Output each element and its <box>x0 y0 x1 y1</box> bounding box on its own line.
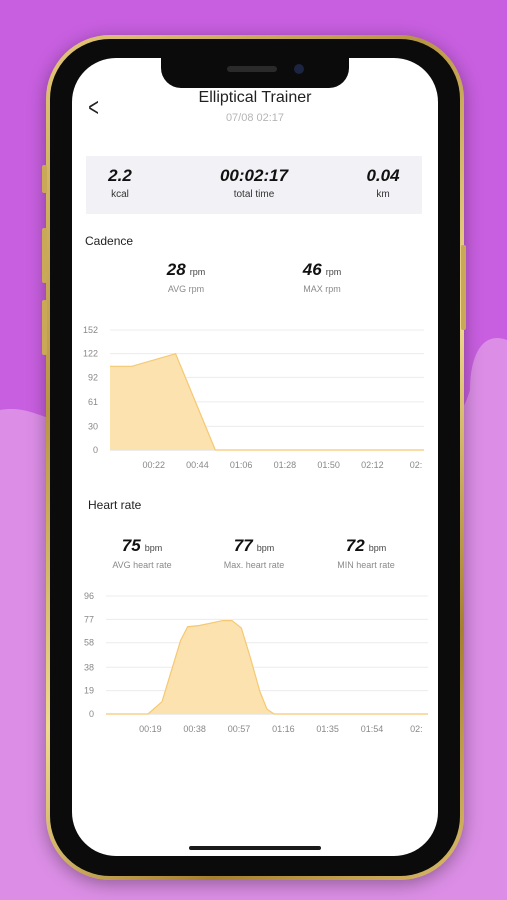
side-button <box>42 165 47 193</box>
cadence-avg-unit: rpm <box>189 267 206 277</box>
x-tick-label: 01:54 <box>361 724 384 734</box>
x-tick-label: 00:57 <box>228 724 251 734</box>
y-tick-label: 0 <box>89 709 94 719</box>
speaker <box>227 66 277 72</box>
page-title: Elliptical Trainer <box>198 89 312 106</box>
calories-value: 2.2 <box>108 166 132 185</box>
home-indicator[interactable] <box>189 846 321 850</box>
y-tick-label: 96 <box>84 591 94 601</box>
heart-max-unit: bpm <box>256 543 275 553</box>
heart-rate-title: Heart rate <box>88 498 142 512</box>
x-tick-label: 00:44 <box>186 460 209 470</box>
cadence-max-unit: rpm <box>325 267 342 277</box>
x-tick-label: 02: <box>410 460 423 470</box>
summary-time: 00:02:17 total time <box>204 166 304 200</box>
side-button <box>42 300 47 355</box>
heart-max-value: 77 <box>233 536 253 555</box>
x-tick-label: 02: <box>410 724 423 734</box>
y-tick-label: 0 <box>93 445 98 455</box>
y-tick-label: 122 <box>83 349 98 359</box>
heart-avg-unit: bpm <box>144 543 163 553</box>
app-screen: < Elliptical Trainer 07/08 02:17 2.2 kca… <box>72 58 438 856</box>
heart-avg-value: 75 <box>121 536 141 555</box>
cadence-avg: 28 rpm AVG rpm <box>150 260 222 294</box>
cadence-chart: 0 30 61 92 122 152 00:22 00:44 01:06 01:28 01:50 02… <box>83 325 424 470</box>
camera <box>294 64 304 74</box>
cadence-avg-value: 28 <box>166 260 186 279</box>
x-tick-label: 01:50 <box>317 460 340 470</box>
y-tick-label: 30 <box>88 421 98 431</box>
cadence-title: Cadence <box>85 234 134 248</box>
y-tick-label: 152 <box>83 325 98 335</box>
x-tick-label: 00:38 <box>183 724 206 734</box>
x-tick-label: 02:12 <box>361 460 384 470</box>
heart-max-label: Max. heart rate <box>223 560 285 570</box>
side-button <box>42 228 47 283</box>
y-tick-label: 38 <box>84 662 94 672</box>
heart-max: 77 bpm Max. heart rate <box>204 536 304 570</box>
distance-label: km <box>376 189 390 200</box>
x-tick-label: 01:16 <box>272 724 295 734</box>
x-tick-label: 01:28 <box>274 460 297 470</box>
time-value: 00:02:17 <box>219 166 289 185</box>
x-tick-label: 01:06 <box>230 460 253 470</box>
x-tick-label: 01:35 <box>316 724 339 734</box>
heart-rate-chart: 0 19 38 58 77 96 00:19 00:38 00:57 01:16 01:35 01:5… <box>84 591 428 734</box>
cadence-max-label: MAX rpm <box>303 284 341 294</box>
cadence-avg-label: AVG rpm <box>167 284 205 294</box>
x-tick-label: 00:22 <box>142 460 165 470</box>
summary-panel: 2.2 kcal 00:02:17 total time 0.04 km <box>86 156 422 214</box>
heart-avg: 75 bpm AVG heart rate <box>92 536 192 570</box>
series-area <box>110 353 424 450</box>
back-icon[interactable]: < <box>88 92 99 122</box>
calories-label: kcal <box>111 189 129 200</box>
y-tick-label: 92 <box>88 372 98 382</box>
summary-calories: 2.2 kcal <box>102 166 138 200</box>
heart-min-value: 72 <box>345 536 365 555</box>
time-label: total time <box>233 189 275 200</box>
heart-min-label: MIN heart rate <box>337 560 395 570</box>
distance-value: 0.04 <box>366 166 400 185</box>
series-area <box>106 620 428 714</box>
summary-distance: 0.04 km <box>358 166 408 200</box>
heart-min: 72 bpm MIN heart rate <box>316 536 416 570</box>
x-tick-label: 00:19 <box>139 724 162 734</box>
heart-avg-label: AVG heart rate <box>112 560 172 570</box>
side-button <box>461 245 466 330</box>
series-line <box>110 352 424 451</box>
y-tick-label: 77 <box>84 614 94 624</box>
notch <box>161 58 349 88</box>
cadence-max: 46 rpm MAX rpm <box>286 260 358 294</box>
page-subtitle: 07/08 02:17 <box>225 112 285 124</box>
heart-min-unit: bpm <box>368 543 387 553</box>
cadence-max-value: 46 <box>302 260 322 279</box>
series-line <box>106 619 428 715</box>
y-tick-label: 58 <box>84 638 94 648</box>
y-tick-label: 61 <box>88 397 98 407</box>
y-tick-label: 19 <box>84 686 94 696</box>
